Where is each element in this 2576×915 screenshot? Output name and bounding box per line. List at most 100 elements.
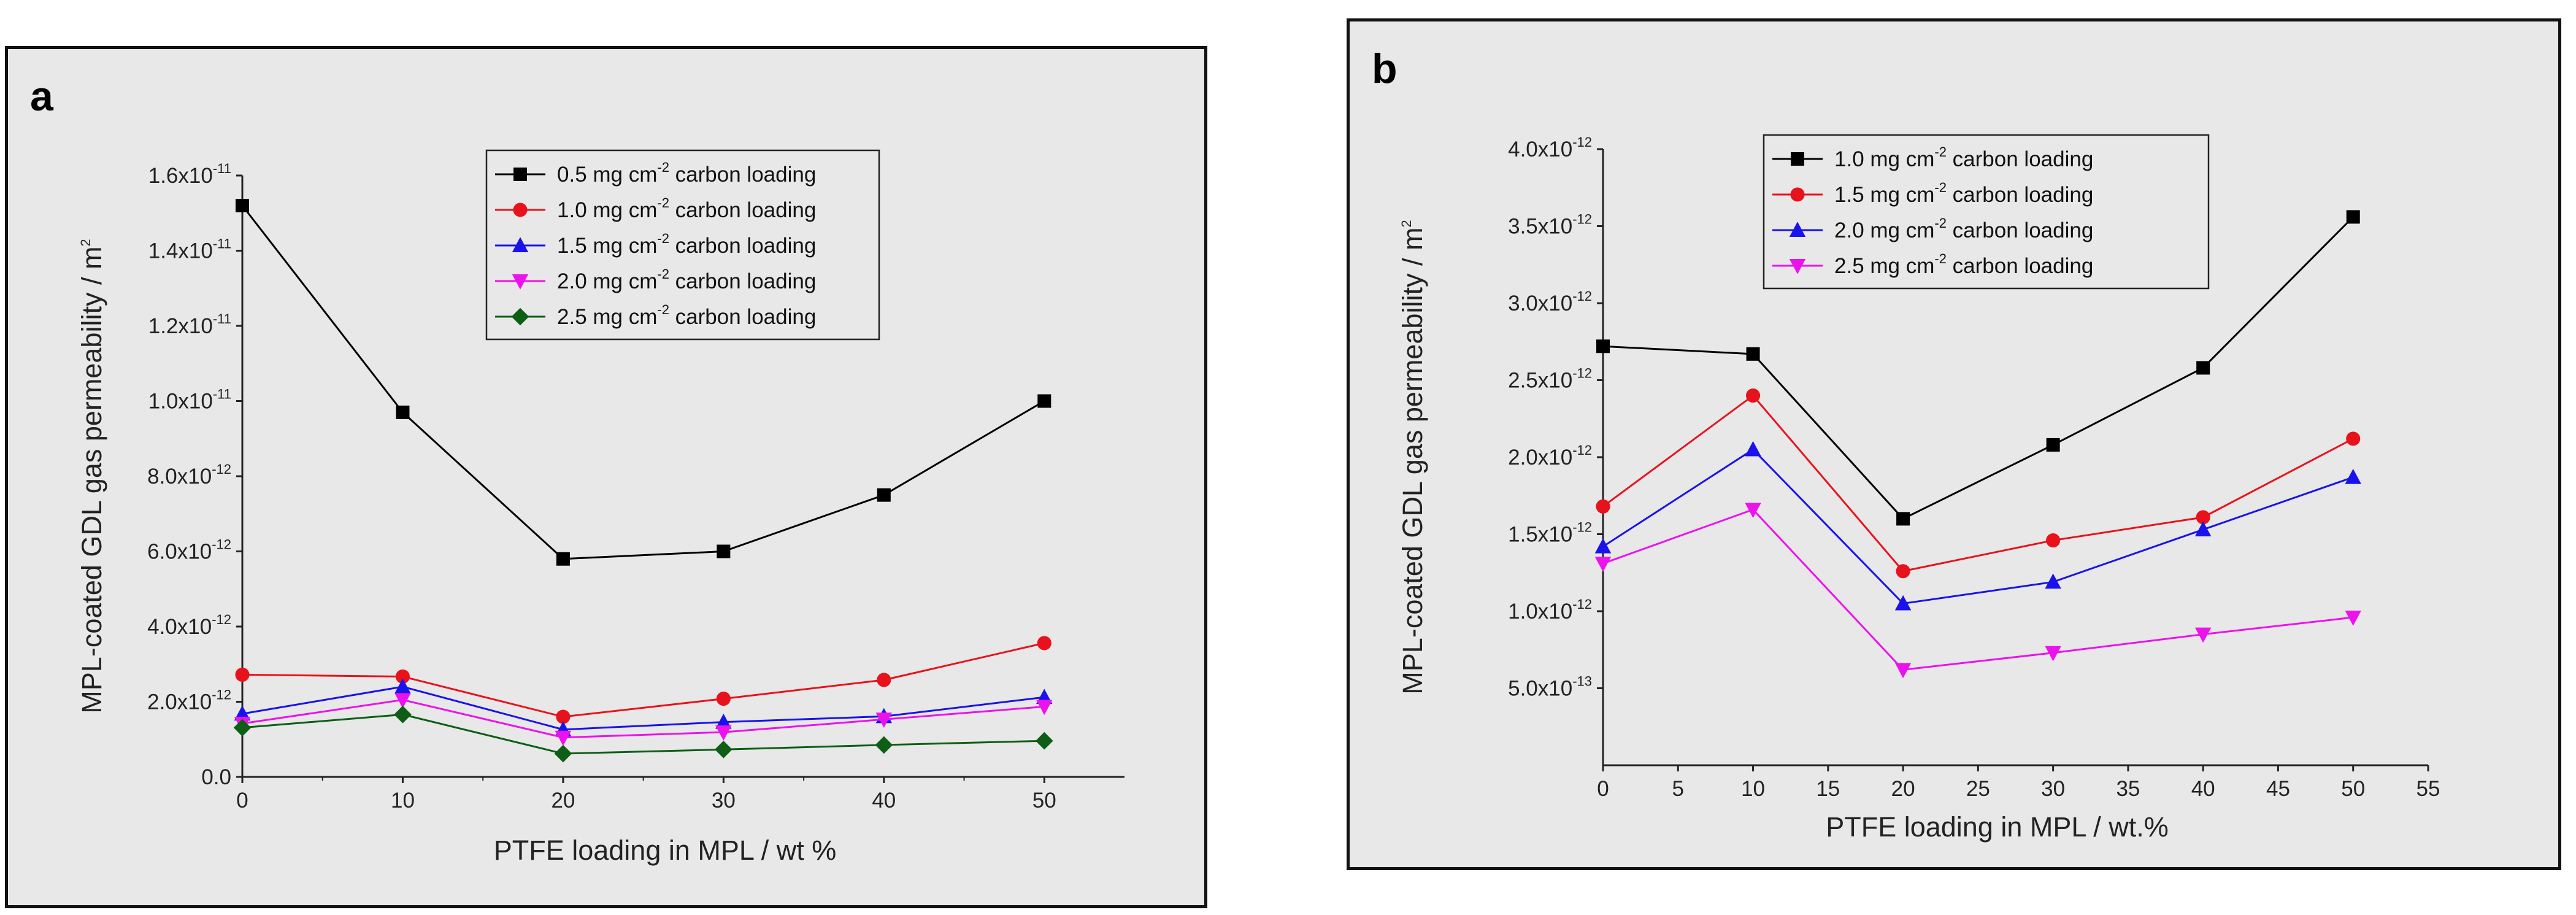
chart-a-x-tick-label: 30 bbox=[712, 789, 736, 813]
chart-a-legend-entry: 0.5 mg cm-2 carbon loading bbox=[557, 160, 816, 187]
chart-b-y-axis-label: MPL-coated GDL gas permeability / m2 bbox=[1397, 220, 1428, 694]
chart-a-data-point bbox=[396, 405, 410, 419]
chart-b-y-tick-label: 3.5x10-12 bbox=[1508, 212, 1592, 239]
chart-b-y-tick-exponent: -12 bbox=[1572, 596, 1592, 612]
chart-b-x-tick-label: 35 bbox=[2116, 777, 2140, 801]
chart-a-x-axis-label: PTFE loading in MPL / wt % bbox=[494, 835, 837, 866]
chart-a-legend-entry-exponent: -2 bbox=[657, 160, 669, 175]
chart-b-legend-entry-text: carbon loading bbox=[1947, 218, 2093, 242]
chart-b-legend-entry-exponent: -2 bbox=[1934, 215, 1947, 231]
chart-a-legend-entry-unit: 2.5 mg cm bbox=[557, 305, 657, 329]
chart-a-data-point bbox=[234, 705, 251, 721]
chart-a-y-tick-exponent: -11 bbox=[213, 236, 231, 252]
chart-a-y-tick-mantissa: 1.0x10 bbox=[148, 390, 213, 414]
chart-b-data-point bbox=[2196, 510, 2210, 525]
chart-a-data-point bbox=[555, 730, 572, 746]
chart-a-legend-entry: 2.5 mg cm-2 carbon loading bbox=[557, 302, 816, 329]
chart-a-data-point bbox=[394, 678, 411, 693]
chart-b-data-point bbox=[2046, 533, 2061, 548]
chart-a-data-point bbox=[235, 667, 250, 682]
chart-b-x-tick-label: 50 bbox=[2341, 777, 2365, 801]
chart-b-legend-entry-exponent: -2 bbox=[1934, 144, 1947, 160]
chart-a-legend-box bbox=[485, 149, 880, 341]
chart-b-x-tick-label: 15 bbox=[1816, 777, 1840, 801]
chart-a-y-tick-mantissa: 1.6x10 bbox=[148, 164, 213, 188]
chart-b-y-tick-mantissa: 3.0x10 bbox=[1508, 291, 1572, 315]
chart-a-x-tick-label: 0 bbox=[236, 789, 248, 813]
chart-b-y-tick-exponent: -13 bbox=[1572, 674, 1592, 689]
chart-a-series-line bbox=[242, 713, 1045, 755]
chart-a-series-0 bbox=[236, 199, 1052, 566]
chart-a-x-tick-label: 10 bbox=[391, 789, 415, 813]
chart-b-legend-entry-exponent: -2 bbox=[1934, 180, 1947, 195]
chart-b-data-point bbox=[1745, 441, 1761, 457]
chart-a-y-tick-label: 1.2x10-11 bbox=[148, 311, 231, 338]
chart-a-data-point bbox=[717, 544, 731, 558]
chart-b-legend-marker bbox=[1789, 259, 1806, 274]
chart-b-y-tick-label: 4.0x10-12 bbox=[1508, 134, 1592, 161]
chart-a-y-tick-label: 8.0x10-12 bbox=[147, 461, 231, 488]
chart-b-legend-marker bbox=[1789, 222, 1806, 237]
chart-a-data-point bbox=[875, 736, 893, 754]
chart-a-series-4 bbox=[233, 706, 1053, 763]
chart-a-y-tick-label: 1.6x10-11 bbox=[148, 161, 231, 188]
chart-b-data-point bbox=[1596, 339, 1610, 353]
chart-a-legend-entry: 2.0 mg cm-2 carbon loading bbox=[557, 266, 816, 293]
chart-a-legend-entry-exponent: -2 bbox=[657, 266, 669, 282]
chart-a-legend-entry-text: carbon loading bbox=[669, 269, 816, 293]
chart-a-data-point bbox=[875, 712, 893, 728]
chart-a-y-tick-label: 0.0 bbox=[201, 765, 231, 789]
chart-a-data-point bbox=[715, 740, 732, 759]
chart-b-data-point bbox=[1894, 663, 1912, 679]
chart-b-y-tick-label: 2.5x10-12 bbox=[1508, 366, 1592, 393]
chart-b-data-point bbox=[2346, 431, 2361, 446]
chart-a-svg: a0 10 20 30 40 500.02.0x10-124.0x10-126.0x10-… bbox=[30, 73, 1125, 866]
chart-b-y-tick-label: 3.0x10-12 bbox=[1508, 288, 1592, 315]
chart-b-x-tick-label: 55 bbox=[2416, 777, 2440, 801]
chart-a-x-tick-label: 50 bbox=[1032, 789, 1056, 813]
chart-a-series-line bbox=[242, 642, 1045, 718]
chart-a-data-point bbox=[395, 669, 410, 684]
chart-a-y-tick-mantissa: 0.0 bbox=[201, 765, 231, 789]
chart-a-data-point bbox=[556, 552, 570, 566]
chart-a-y-tick-mantissa: 8.0x10 bbox=[147, 465, 212, 488]
chart-b-y-tick-mantissa: 2.5x10 bbox=[1508, 369, 1572, 393]
chart-b-series-line bbox=[1602, 394, 2354, 573]
chart-b-legend-entry-unit: 1.5 mg cm bbox=[1834, 183, 1934, 207]
chart-b-legend-entry-exponent: -2 bbox=[1934, 251, 1947, 266]
chart-b-data-point bbox=[2045, 646, 2061, 662]
chart-b-legend-entry-text: carbon loading bbox=[1947, 183, 2093, 207]
chart-a-legend-entry-exponent: -2 bbox=[657, 195, 669, 210]
chart-a-y-tick-mantissa: 1.4x10 bbox=[148, 239, 213, 263]
chart-b-y-tick-mantissa: 3.5x10 bbox=[1508, 215, 1572, 239]
chart-a-data-point bbox=[877, 673, 891, 687]
chart-b-data-point bbox=[2345, 611, 2361, 626]
chart-a-y-tick-mantissa: 2.0x10 bbox=[147, 690, 212, 714]
chart-b-x-tick-label: 40 bbox=[2191, 777, 2215, 801]
chart-b-data-point bbox=[1596, 499, 1610, 514]
chart-b-series-line bbox=[1602, 508, 2353, 671]
chart-a-x-tick-label: 20 bbox=[551, 789, 575, 813]
chart-b-x-tick-label: 20 bbox=[1891, 777, 1915, 801]
chart-a-legend-marker bbox=[512, 237, 529, 252]
chart-a-legend-marker bbox=[513, 203, 528, 217]
chart-b-legend-box bbox=[1763, 134, 2210, 290]
chart-a-y-axis-label: MPL-coated GDL gas permeability / m2 bbox=[76, 239, 107, 713]
chart-b-x-tick-label: 0 bbox=[1597, 777, 1609, 801]
chart-b-legend-entry-unit: 2.5 mg cm bbox=[1834, 254, 1934, 278]
chart-a-panel-letter: a bbox=[30, 73, 54, 120]
chart-b-y-tick-exponent: -12 bbox=[1572, 520, 1592, 535]
chart-a-legend-marker bbox=[512, 274, 529, 290]
chart-a-y-tick-exponent: -11 bbox=[213, 161, 231, 176]
chart-panel-b: b 0 5 10 15 20 25 30 35 40 45 50 55 5.0x10-13 1.0x10-1… bbox=[1347, 18, 2561, 870]
chart-b-data-point bbox=[1894, 595, 1912, 611]
chart-b-y-tick-label: 2.0x10-12 bbox=[1508, 442, 1592, 469]
chart-b-data-point bbox=[2046, 438, 2060, 452]
chart-b-y-tick-label: 5.0x10-13 bbox=[1508, 674, 1592, 701]
chart-a-data-point bbox=[554, 744, 572, 763]
chart-a-series-line bbox=[242, 698, 1045, 739]
chart-b-y-tick-mantissa: 5.0x10 bbox=[1508, 677, 1572, 701]
chart-b-y-tick-mantissa: 1.5x10 bbox=[1508, 523, 1572, 547]
chart-b-data-point bbox=[1745, 388, 1761, 403]
